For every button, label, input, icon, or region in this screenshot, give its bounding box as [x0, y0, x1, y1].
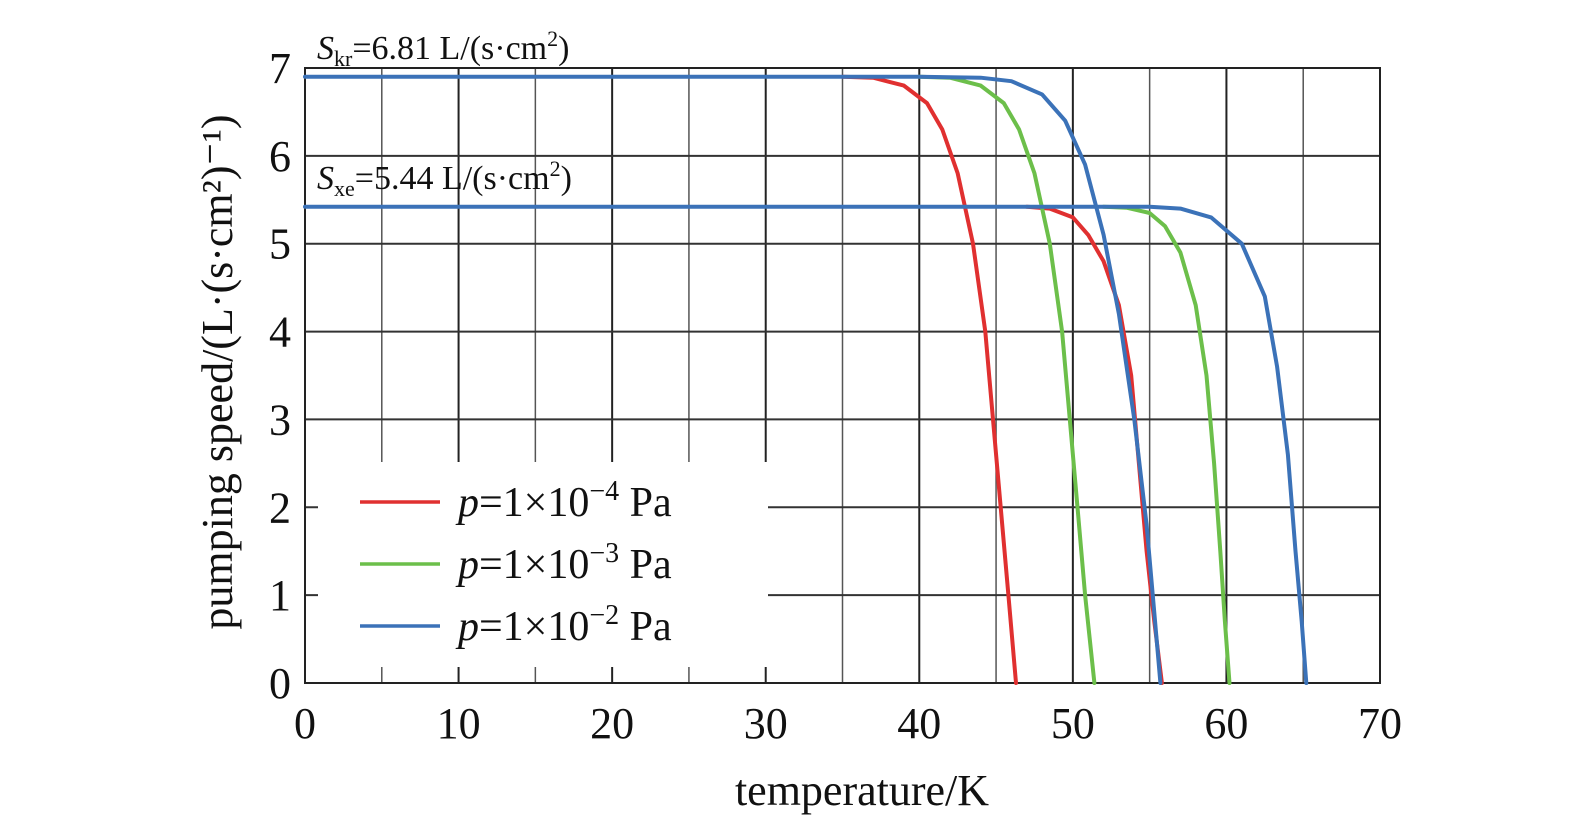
- legend-label: p=1×10−2 Pa: [455, 600, 672, 650]
- y-tick-label: 3: [269, 395, 291, 444]
- plateau-annotation: Skr=6.81 L/(s·cm2): [317, 26, 569, 71]
- x-tick-label: 40: [897, 699, 941, 748]
- x-tick-label: 20: [590, 699, 634, 748]
- legend: p=1×10−4 Pa p=1×10−3 Pa p=1×10−2 Pa: [318, 462, 768, 667]
- plot-frame: [304, 67, 1381, 684]
- x-tick-label: 70: [1358, 699, 1402, 748]
- y-axis-label: pumping speed/(L·(s·cm²)⁻¹): [193, 114, 242, 629]
- x-tick-label: 50: [1051, 699, 1095, 748]
- y-tick-label: 6: [269, 132, 291, 181]
- x-axis-label: temperature/K: [735, 766, 989, 815]
- y-tick-label: 5: [269, 220, 291, 269]
- y-tick-label: 7: [269, 44, 291, 93]
- y-tick-label: 2: [269, 483, 291, 532]
- series-line: [303, 204, 1309, 685]
- y-tick-label: 0: [269, 659, 291, 708]
- series-line: [1101, 204, 1232, 685]
- series-line: [303, 74, 1163, 685]
- y-tick-label: 4: [269, 308, 291, 357]
- legend-label: p=1×10−4 Pa: [455, 476, 672, 526]
- annotations: Skr=6.81 L/(s·cm2) Sxe=5.44 L/(s·cm2): [317, 26, 572, 201]
- tick-labels: 0 10 20 30 40 50 60 70 0 1 2 3 4 5 6 7: [269, 44, 1402, 748]
- series-curves: [303, 74, 1309, 685]
- legend-label: p=1×10−3 Pa: [455, 538, 672, 588]
- y-tick-label: 1: [269, 571, 291, 620]
- plateau-annotation: Sxe=5.44 L/(s·cm2): [317, 156, 572, 201]
- x-tick-label: 10: [437, 699, 481, 748]
- x-tick-label: 30: [744, 699, 788, 748]
- x-tick-label: 60: [1204, 699, 1248, 748]
- x-tick-label: 0: [294, 699, 316, 748]
